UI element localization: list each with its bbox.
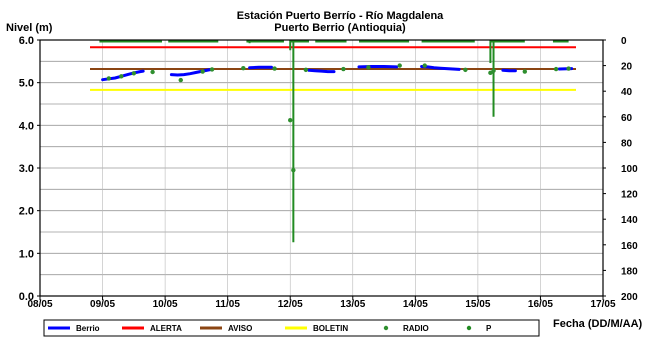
radio-point <box>106 76 112 81</box>
y2-tick-label: 120 <box>621 190 638 201</box>
x-tick-label: 13/05 <box>340 299 365 310</box>
x-axis-title: Fecha (DD/M/AA) <box>553 318 643 330</box>
legend-label-aviso: AVISO <box>228 324 252 333</box>
x-tick-label: 12/05 <box>278 299 303 310</box>
y-tick-label: 3.0 <box>19 163 34 175</box>
radio-point <box>241 65 246 71</box>
radio-point <box>288 118 293 123</box>
y2-tick-label: 40 <box>621 87 633 98</box>
y-tick-label: 1.0 <box>19 248 34 260</box>
radio-point <box>341 66 346 72</box>
y2-tick-label: 100 <box>621 164 638 175</box>
x-tick-label: 08/05 <box>27 299 52 310</box>
threshold-lines <box>90 46 576 91</box>
axes: 0.0 1.0 2.0 3.0 4.0 5.0 6.0 0 20 40 60 80 100 120 140 1… <box>19 35 638 310</box>
radio-point <box>491 68 496 73</box>
legend-swatch-radio <box>383 325 389 331</box>
x-tick-label: 10/05 <box>153 299 178 310</box>
radio-point <box>150 69 155 75</box>
legend: Berrio ALERTA AVISO BOLETIN RADIO P <box>43 319 540 337</box>
radio-point <box>463 67 468 73</box>
radio-point <box>488 70 493 76</box>
berrio-line <box>169 67 214 77</box>
y2-tick-label: 20 <box>621 62 633 73</box>
legend-label-berrio: Berrio <box>76 324 100 333</box>
radio-point <box>131 71 137 76</box>
radio-point <box>422 63 427 68</box>
radio-point <box>566 66 571 71</box>
data-series <box>99 39 574 243</box>
y-tick-label: 4.0 <box>19 120 34 132</box>
y2-tick-label: 140 <box>621 215 638 226</box>
x-tick-label: 11/05 <box>215 299 240 310</box>
x-tick-label: 14/05 <box>403 299 428 310</box>
radio-point <box>303 67 309 73</box>
radio-point <box>553 66 559 72</box>
y-tick-label: 6.0 <box>19 35 34 47</box>
legend-swatch-p <box>466 325 472 331</box>
chart-title: Estación Puerto Berrío - Río Magdalena <box>237 10 444 22</box>
radio-point <box>366 65 371 70</box>
radio-point <box>119 74 124 79</box>
radio-point <box>291 167 296 173</box>
y2-tick-label: 200 <box>621 292 638 303</box>
x-tick-label: 17/05 <box>590 299 615 310</box>
y-axis-title: Nivel (m) <box>6 22 53 34</box>
y2-tick-label: 0 <box>621 36 627 47</box>
radio-point <box>397 63 402 68</box>
y-tick-label: 5.0 <box>19 78 34 90</box>
x-tick-label: 09/05 <box>90 299 115 310</box>
x-tick-label: 15/05 <box>465 299 490 310</box>
berrio-line <box>307 68 336 74</box>
y2-tick-label: 60 <box>621 113 633 124</box>
chart-subtitle: Puerto Berrio (Antioquia) <box>274 22 406 34</box>
legend-label-radio: RADIO <box>403 324 429 333</box>
legend-label-p: P <box>486 324 492 333</box>
y2-tick-label: 80 <box>621 138 633 149</box>
radio-point <box>209 67 215 72</box>
legend-label-boletin: BOLETIN <box>313 324 348 333</box>
y-tick-label: 0.0 <box>19 291 34 303</box>
radio-point <box>522 69 528 74</box>
radio-point <box>178 77 183 83</box>
radio-point <box>272 66 277 71</box>
x-tick-label: 16/05 <box>528 299 553 310</box>
berrio-line <box>420 65 461 71</box>
y2-tick-label: 160 <box>621 241 638 252</box>
grid <box>40 40 603 296</box>
y2-tick-label: 180 <box>621 266 638 277</box>
y-tick-label: 2.0 <box>19 206 34 218</box>
legend-label-alerta: ALERTA <box>150 324 182 333</box>
radio-point <box>200 69 205 74</box>
